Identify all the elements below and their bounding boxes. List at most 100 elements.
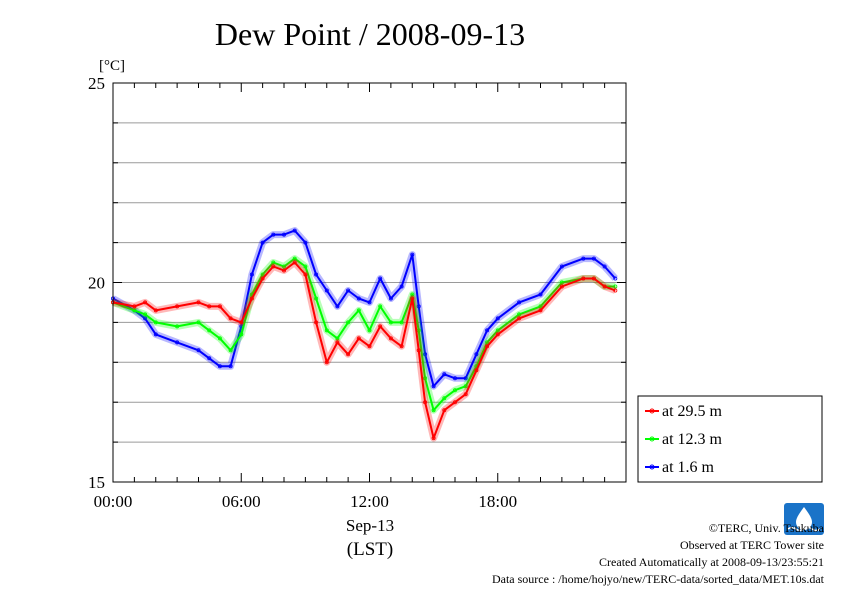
data-point [399,320,404,325]
data-point [378,324,383,329]
data-point [485,328,490,333]
data-point [271,232,276,237]
data-point [517,316,522,321]
data-point [314,320,319,325]
data-point [538,304,543,309]
x-axis-label: Sep-13 [346,516,394,535]
data-point [314,296,319,301]
data-point [416,304,421,309]
credit-source: Data source : /home/hojyo/new/TERC-data/… [491,572,824,586]
x-tick-label: 18:00 [478,492,517,511]
data-point [175,324,180,329]
data-point [423,400,428,405]
data-point [346,320,351,325]
data-point [416,348,421,353]
data-point [602,264,607,269]
credit-copyright: ©TERC, Univ. Tsukuba [708,521,824,535]
data-point [143,300,148,305]
data-point [132,304,137,309]
data-point [410,292,415,297]
data-point [324,328,329,333]
data-point [207,304,212,309]
data-point [228,316,233,321]
data-point [452,400,457,405]
y-axis-unit-label: [°C] [99,58,125,74]
data-point [196,300,201,305]
data-point [281,264,286,269]
data-point [538,292,543,297]
data-point [175,340,180,345]
legend-label: at 29.5 m [662,403,723,420]
data-point [378,276,383,281]
data-point [367,300,372,305]
legend-marker [649,464,655,470]
data-point [196,348,201,353]
terc-logo [784,503,824,535]
x-tick-label: 12:00 [350,492,389,511]
data-point [153,332,158,337]
data-point [474,352,479,357]
data-point [249,272,254,277]
credit-created: Created Automatically at 2008-09-13/23:5… [599,555,824,569]
data-point [463,376,468,381]
data-point [485,344,490,349]
chart-title: Dew Point / 2008-09-13 [215,16,525,52]
data-point [581,256,586,261]
data-point [613,276,618,281]
data-point [613,284,618,289]
data-point [175,304,180,309]
credit-observed: Observed at TERC Tower site [679,538,824,552]
series-scatter-band [112,259,617,442]
data-point [217,304,222,309]
data-point [559,284,564,289]
data-point [442,408,447,413]
data-point [324,360,329,365]
data-point [442,396,447,401]
data-point [517,300,522,305]
data-point [559,280,564,285]
data-point [260,240,265,245]
water-drop-icon [796,507,812,530]
axis-ticks: 15 20 25 00:00 06:00 12:00 18:00 [88,74,627,511]
data-point [431,408,436,413]
data-point [517,312,522,317]
data-point [228,348,233,353]
data-point [346,288,351,293]
data-point [431,384,436,389]
data-point [260,276,265,281]
legend: at 29.5 m at 12.3 m at 1.6 m [637,395,823,483]
legend-marker [649,436,655,442]
data-point [239,332,244,337]
data-point [292,256,297,261]
data-point [474,368,479,373]
data-point [423,352,428,357]
x-tick-label: 00:00 [94,492,133,511]
data-point [495,332,500,337]
data-point [143,312,148,317]
data-point [153,320,158,325]
data-point [559,264,564,269]
data-point [153,308,158,313]
data-point [335,340,340,345]
data-point [292,260,297,265]
data-point [292,228,297,233]
data-point [410,252,415,257]
legend-box [637,395,823,483]
legend-label: at 1.6 m [662,459,715,476]
legend-label: at 12.3 m [662,431,723,448]
data-point [591,256,596,261]
data-point [581,276,586,281]
data-point [463,384,468,389]
data-point [196,320,201,325]
data-point [281,268,286,273]
series-line [112,261,616,440]
data-point [335,304,340,309]
series-line [112,229,617,388]
data-point [485,340,490,345]
data-point [367,328,372,333]
data-point [207,356,212,361]
y-tick-label: 25 [88,74,105,93]
data-point [303,240,308,245]
data-point [356,308,361,313]
